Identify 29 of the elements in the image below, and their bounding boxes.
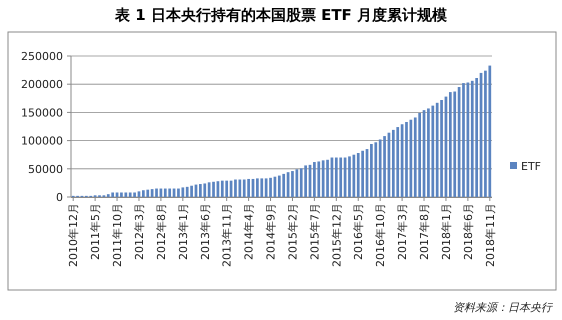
y-tick-label: 250000 bbox=[21, 50, 63, 63]
x-tick-label: 2011年5月 bbox=[89, 203, 102, 260]
x-tick-label: 2018年1月 bbox=[440, 203, 453, 260]
title: 表 1 日本央行持有的本国股票 ETF 月度累计规模 bbox=[114, 6, 448, 24]
x-tick-label: 2018年6月 bbox=[462, 203, 475, 260]
x-tick-label: 2013年11月 bbox=[220, 203, 234, 267]
x-tick-label: 2014年4月 bbox=[242, 203, 256, 260]
x-tick-label: 2010年12月 bbox=[67, 203, 80, 267]
x-tick-label: 2017年8月 bbox=[418, 203, 432, 260]
y-tick-label: 200000 bbox=[21, 78, 63, 92]
x-tick-label: 2013年1月 bbox=[176, 203, 190, 260]
y-tick-label: 150000 bbox=[21, 106, 63, 120]
x-tick-label: 2012年3月 bbox=[132, 203, 146, 260]
x-tick-label: 2012年8月 bbox=[154, 203, 168, 260]
y-tick-label: 50000 bbox=[28, 162, 63, 176]
x-tick-label: 2013年6月 bbox=[198, 203, 212, 260]
x-tick-label: 2011年10月 bbox=[111, 203, 124, 267]
x-tick-label: 2017年3月 bbox=[396, 203, 410, 260]
x-tick-label: 2015年7月 bbox=[308, 203, 322, 260]
text: 资料来源：日本央行 bbox=[453, 301, 554, 314]
x-tick-label: 2014年9月 bbox=[264, 203, 278, 260]
x-tick-label: 2016年5月 bbox=[352, 203, 366, 260]
x-tick-label: 2015年12月 bbox=[330, 203, 344, 267]
x-tick-label: 2015年2月 bbox=[286, 203, 300, 260]
y-tick-label: 100000 bbox=[21, 134, 63, 148]
x-tick-label: 2016年10月 bbox=[374, 203, 388, 267]
y-tick-label: 0 bbox=[56, 191, 63, 204]
legend-label: ETF bbox=[521, 160, 541, 173]
x-tick-label: 2018年11月 bbox=[484, 203, 497, 267]
